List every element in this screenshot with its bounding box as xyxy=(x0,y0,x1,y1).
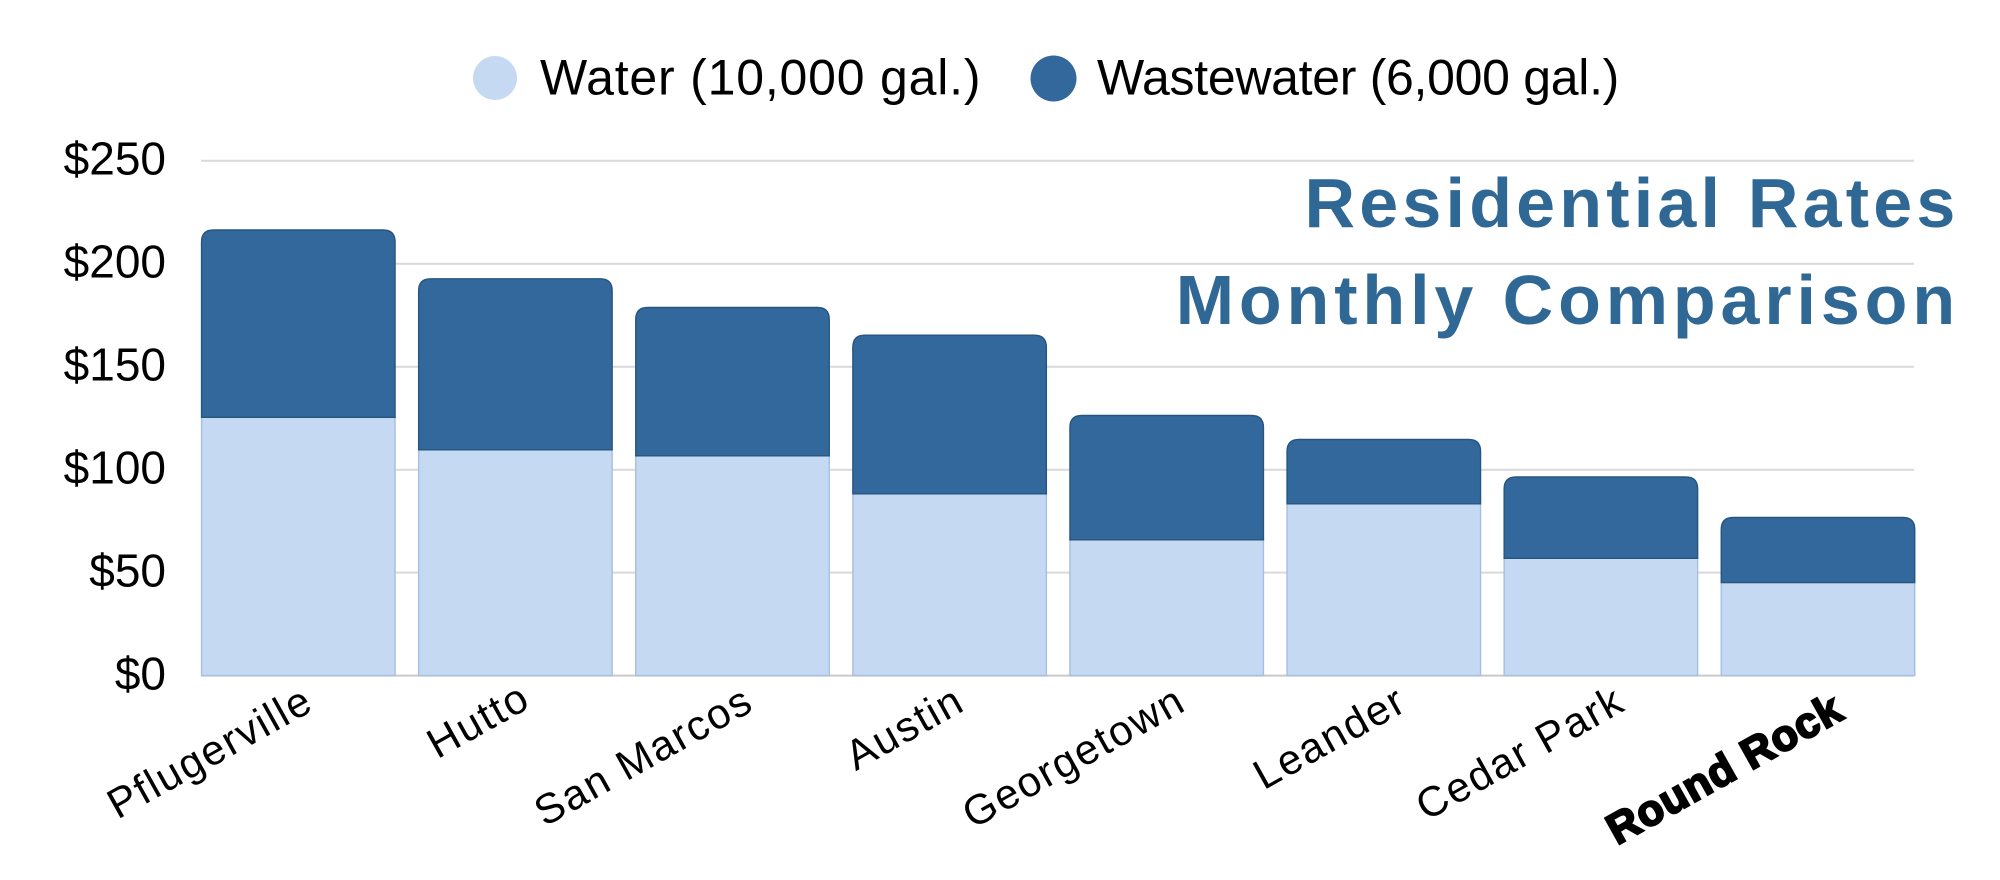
svg-text:San Marcos: San Marcos xyxy=(526,676,760,835)
svg-text:Leander: Leander xyxy=(1245,676,1413,798)
svg-text:Water (10,000 gal.): Water (10,000 gal.) xyxy=(540,50,981,106)
svg-text:$100: $100 xyxy=(64,442,166,494)
svg-text:$50: $50 xyxy=(89,544,166,596)
svg-text:Wastewater (6,000 gal.): Wastewater (6,000 gal.) xyxy=(1097,50,1619,106)
svg-text:Monthly Comparison: Monthly Comparison xyxy=(1176,261,1960,339)
svg-text:Residential Rates: Residential Rates xyxy=(1305,164,1960,242)
svg-text:Hutto: Hutto xyxy=(419,673,537,767)
svg-text:$0: $0 xyxy=(115,647,166,699)
svg-text:$150: $150 xyxy=(64,339,166,391)
svg-text:Austin: Austin xyxy=(837,676,971,779)
svg-text:$250: $250 xyxy=(64,133,166,185)
svg-text:Round Rock: Round Rock xyxy=(1599,684,1851,854)
svg-text:Georgetown: Georgetown xyxy=(954,676,1192,837)
svg-text:Cedar Park: Cedar Park xyxy=(1408,676,1632,829)
svg-text:$200: $200 xyxy=(64,236,166,288)
